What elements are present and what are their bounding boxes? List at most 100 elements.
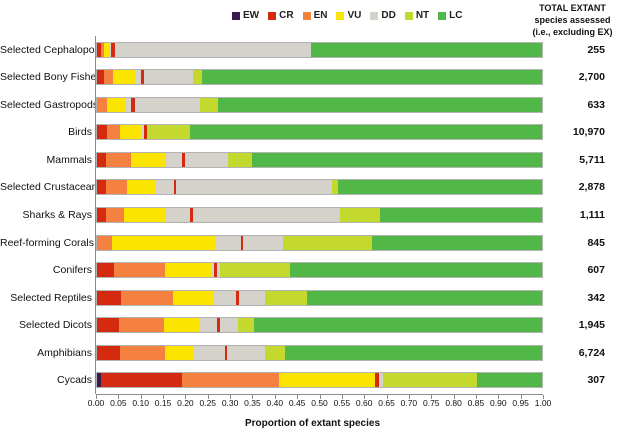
x-axis-tick bbox=[498, 395, 500, 399]
bar-segment-lc bbox=[307, 291, 542, 305]
legend-swatch-icon bbox=[336, 11, 345, 20]
bar-segment-en bbox=[97, 98, 108, 112]
bar-row bbox=[96, 290, 543, 306]
x-axis-tick bbox=[364, 395, 366, 399]
bar-row bbox=[96, 262, 543, 278]
legend-item-nt: NT bbox=[404, 10, 429, 21]
bar-segment-cr bbox=[97, 263, 114, 277]
bar-segment-nt bbox=[339, 208, 380, 222]
x-axis-tick bbox=[96, 395, 97, 399]
x-axis-tick-label: 0.10 bbox=[132, 398, 149, 408]
x-axis-tick bbox=[140, 395, 142, 399]
bar-segment-dd bbox=[134, 98, 201, 112]
category-label: Selected Cephalopods bbox=[0, 44, 106, 56]
totals-header-line3: (i.e., excluding EX) bbox=[532, 27, 613, 37]
bar-segment-dd bbox=[211, 263, 214, 277]
total-value: 342 bbox=[587, 292, 605, 304]
bar-segment-dd bbox=[135, 70, 141, 84]
bar-row bbox=[96, 235, 543, 251]
bar-segment-lc bbox=[254, 318, 542, 332]
x-axis-tick-label: 0.90 bbox=[490, 398, 507, 408]
legend: EW CR EN VU DD NT LC bbox=[232, 10, 463, 21]
category-label: Birds bbox=[68, 126, 92, 138]
bar-segment-en bbox=[119, 318, 164, 332]
plot-area bbox=[96, 36, 543, 394]
legend-swatch-icon bbox=[302, 11, 311, 20]
bar-segment-vu bbox=[126, 180, 156, 194]
bar-segment-nt bbox=[265, 346, 286, 360]
bar-rows bbox=[96, 36, 543, 394]
x-axis-tick bbox=[274, 395, 276, 399]
bar-segment-cr bbox=[97, 208, 106, 222]
bar-segment-dd bbox=[219, 318, 239, 332]
bar-segment-dd bbox=[165, 208, 191, 222]
x-axis-title: Proportion of extant species bbox=[244, 418, 381, 429]
total-value: 6,724 bbox=[578, 347, 605, 359]
x-axis-tick bbox=[230, 395, 232, 399]
total-value: 5,711 bbox=[579, 154, 605, 166]
bar-segment-vu bbox=[163, 318, 200, 332]
bar-row bbox=[96, 152, 543, 168]
bar-segment-vu bbox=[172, 291, 213, 305]
bar-segment-en bbox=[181, 373, 280, 387]
bar-segment-cr bbox=[217, 318, 220, 332]
totals-header-line1: TOTAL EXTANT bbox=[539, 3, 606, 13]
total-value: 2,878 bbox=[578, 181, 605, 193]
bar-segment-vu bbox=[164, 263, 212, 277]
x-axis-tick-label: 0.85 bbox=[467, 398, 485, 408]
total-value: 1,945 bbox=[578, 319, 605, 331]
x-axis-tick-label: 0.25 bbox=[199, 398, 217, 408]
bar-segment-en bbox=[97, 236, 112, 250]
bar-segment-dd bbox=[176, 180, 332, 194]
bar-segment-dd bbox=[193, 208, 340, 222]
legend-item-vu: VU bbox=[336, 10, 361, 21]
bar-segment-cr bbox=[111, 43, 115, 57]
bar-segment-lc bbox=[379, 208, 542, 222]
category-label: Mammals bbox=[46, 154, 92, 166]
x-axis-tick-label: 0.05 bbox=[110, 398, 127, 408]
x-axis-tick-label: 0.65 bbox=[378, 398, 395, 408]
total-value: 2,700 bbox=[578, 71, 605, 83]
bar-segment-dd bbox=[212, 291, 236, 305]
legend-label: EN bbox=[313, 10, 328, 21]
bar-segment-lc bbox=[476, 373, 542, 387]
x-axis-tick bbox=[520, 395, 522, 399]
x-axis-tick-label: 0.50 bbox=[311, 398, 328, 408]
bar-segment-nt bbox=[200, 98, 218, 112]
bar-segment-en bbox=[105, 180, 127, 194]
bar-segment-nt bbox=[227, 153, 253, 167]
bar-segment-lc bbox=[310, 43, 542, 57]
x-axis-tick-label: 0.00 bbox=[87, 398, 105, 408]
x-axis-tick-label: 1.00 bbox=[534, 398, 552, 408]
bar-segment-dd bbox=[378, 373, 384, 387]
x-axis-tick bbox=[118, 395, 120, 399]
bar-row bbox=[96, 372, 543, 388]
bar-segment-cr bbox=[181, 153, 185, 167]
category-label: Conifers bbox=[52, 264, 92, 276]
total-value: 255 bbox=[587, 44, 605, 56]
bar-segment-lc bbox=[218, 98, 542, 112]
x-axis-tick bbox=[341, 395, 343, 399]
legend-label: DD bbox=[381, 10, 396, 21]
bar-segment-vu bbox=[164, 346, 194, 360]
legend-swatch-icon bbox=[268, 11, 277, 20]
bar-segment-nt bbox=[146, 125, 191, 139]
bar-segment-nt bbox=[219, 263, 291, 277]
bar-segment-en bbox=[104, 70, 113, 84]
x-axis-tick bbox=[431, 395, 433, 399]
legend-swatch-icon bbox=[370, 11, 379, 20]
x-axis-tick bbox=[408, 395, 410, 399]
totals-values: 255 2,700 633 10,970 5,711 2,878 1,111 845 607 34… bbox=[543, 36, 625, 394]
bar-segment-en bbox=[113, 263, 165, 277]
bar-row bbox=[96, 69, 543, 85]
bar-segment-lc bbox=[201, 70, 542, 84]
legend-item-dd: DD bbox=[370, 10, 396, 21]
bar-segment-vu bbox=[113, 70, 136, 84]
bar-segment-dd bbox=[145, 70, 193, 84]
bar-segment-dd bbox=[155, 180, 174, 194]
bar-segment-vu bbox=[120, 125, 142, 139]
total-value: 607 bbox=[587, 264, 605, 276]
bar-segment-cr bbox=[143, 125, 147, 139]
bar-segment-lc bbox=[285, 346, 542, 360]
x-axis-tick bbox=[453, 395, 455, 399]
